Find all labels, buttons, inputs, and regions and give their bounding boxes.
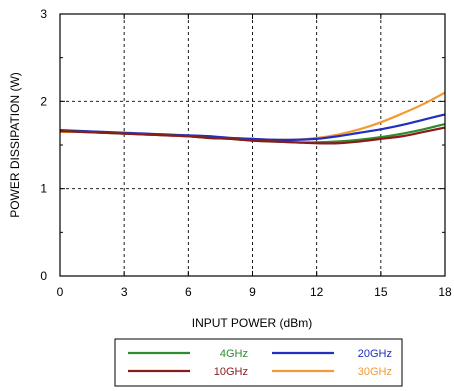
y-tick-label: 1 <box>40 182 47 196</box>
x-axis-label: INPUT POWER (dBm) <box>192 316 312 330</box>
series-lines <box>59 91 446 145</box>
x-tick-label: 18 <box>438 285 452 299</box>
legend-label-30ghz: 30GHz <box>358 366 392 378</box>
legend: 4GHz 10GHz 20GHz 30GHz <box>114 338 403 387</box>
x-tick-label: 0 <box>57 285 64 299</box>
legend-label-4ghz: 4GHz <box>220 348 248 360</box>
legend-label-20ghz: 20GHz <box>358 348 392 360</box>
legend-box <box>114 338 403 387</box>
y-tick-label: 0 <box>40 269 47 283</box>
x-tick-label: 12 <box>310 285 324 299</box>
x-tick-label: 9 <box>249 285 256 299</box>
x-tick-labels: 0 3 6 9 12 15 18 <box>57 285 452 299</box>
series-line-10ghz <box>59 126 446 145</box>
y-tick-labels: 0 1 2 3 <box>40 7 47 283</box>
grid-lines <box>60 14 445 276</box>
y-tick-label: 3 <box>40 7 47 21</box>
y-axis-label: POWER DISSIPATION (W) <box>8 72 22 218</box>
x-tick-label: 15 <box>374 285 388 299</box>
legend-label-10ghz: 10GHz <box>214 366 248 378</box>
tick-marks <box>59 13 446 277</box>
y-tick-label: 2 <box>40 94 47 108</box>
x-tick-label: 6 <box>185 285 192 299</box>
x-tick-label: 3 <box>121 285 128 299</box>
